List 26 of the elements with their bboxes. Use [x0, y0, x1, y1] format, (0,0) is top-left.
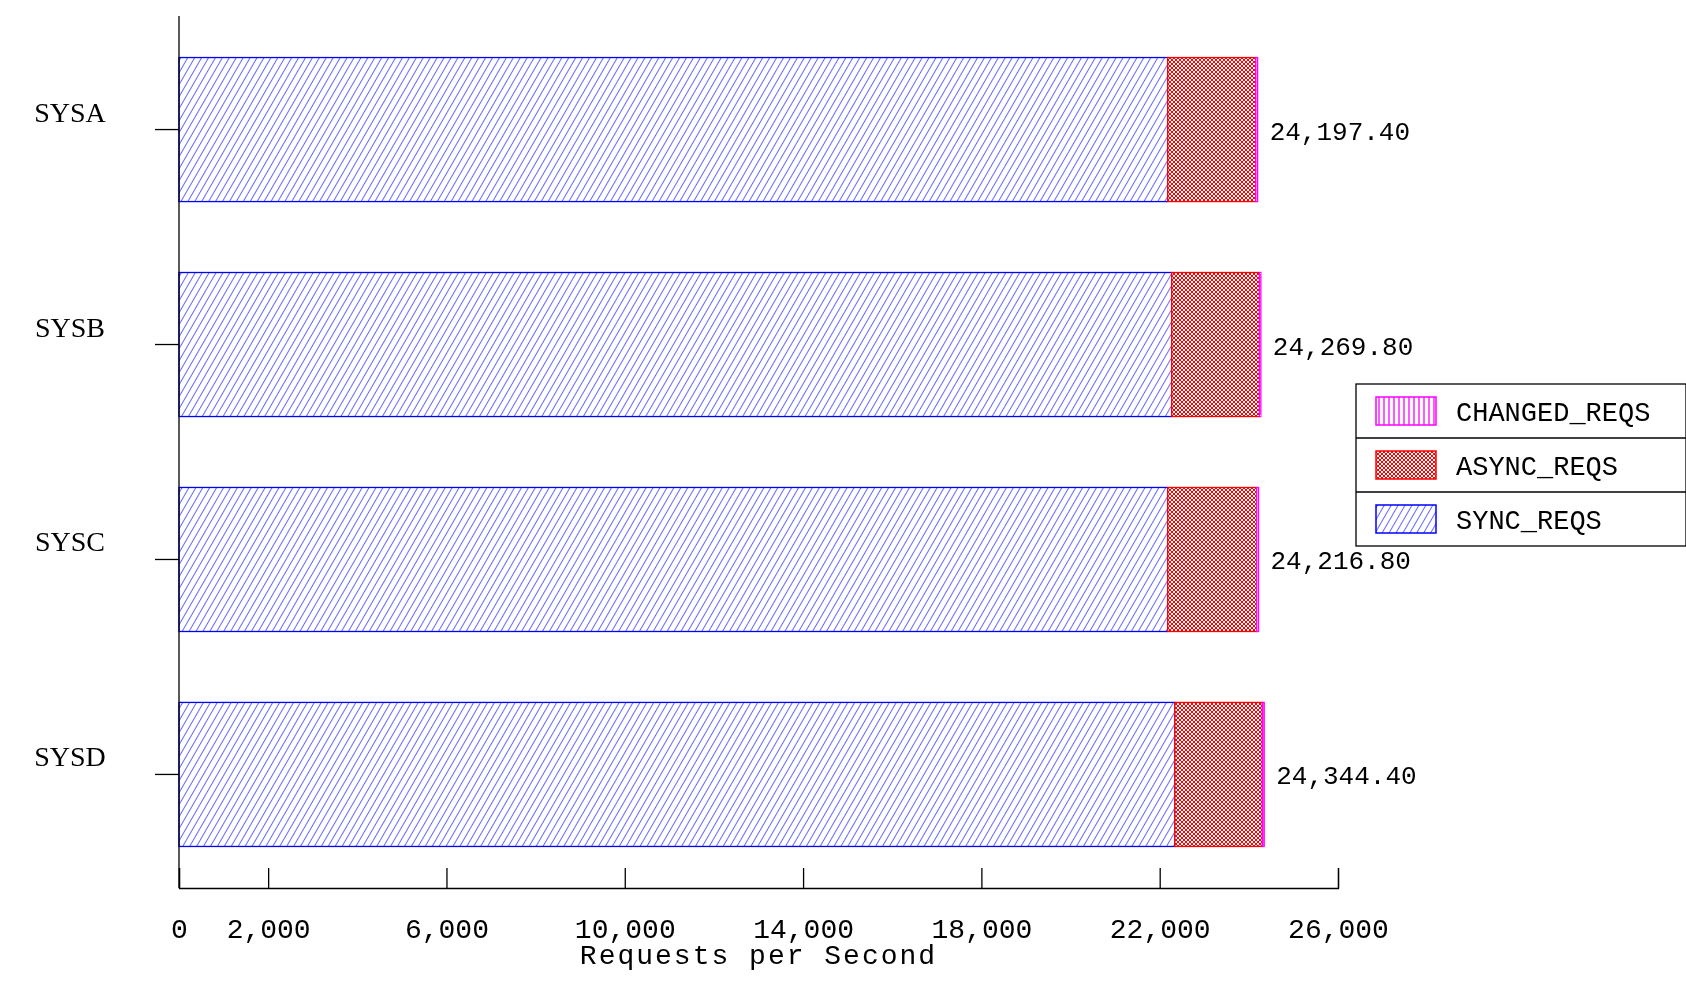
bar — [1171, 271, 1261, 418]
bar — [178, 701, 1176, 848]
bar — [1167, 486, 1258, 633]
legend-label: ASYNC_REQS — [1456, 453, 1619, 483]
legend-label: SYNC_REQS — [1456, 507, 1602, 537]
total-label: 24,216.80 — [1270, 547, 1411, 578]
bar — [1174, 701, 1264, 848]
total-label: 24,269.80 — [1272, 332, 1414, 363]
x-tick-label: 26,000 — [1288, 914, 1389, 946]
y-tick-label: SYSD — [34, 741, 106, 773]
total-label: 24,197.40 — [1269, 117, 1411, 148]
y-tick-label: SYSB — [34, 311, 106, 343]
total-label: 24,344.40 — [1276, 762, 1417, 793]
bar — [178, 271, 1173, 418]
x-tick-label: 14,000 — [753, 914, 854, 946]
y-tick-label: SYSA — [34, 96, 107, 128]
x-tick-label: 0 — [171, 914, 188, 946]
bar — [178, 486, 1169, 633]
x-tick-label: 2,000 — [226, 914, 311, 946]
bar — [178, 56, 1169, 203]
x-tick-label: 22,000 — [1109, 914, 1211, 946]
bar — [1167, 56, 1257, 203]
x-tick-label: 10,000 — [574, 914, 676, 946]
x-tick-label: 6,000 — [404, 914, 489, 946]
y-tick-label: SYSC — [34, 526, 106, 558]
legend-label: CHANGED_REQS — [1456, 399, 1651, 429]
